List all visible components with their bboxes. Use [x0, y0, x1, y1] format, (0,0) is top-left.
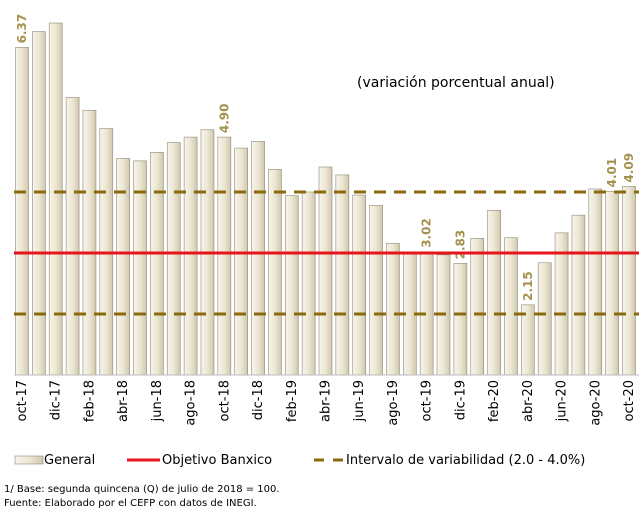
- note: 1/ Base: segunda quincena (Q) de julio d…: [4, 484, 280, 495]
- data-label: 3.02: [420, 218, 434, 248]
- x-tick-label: jun-20: [555, 380, 570, 422]
- data-label: 6.37: [15, 14, 29, 44]
- data-label: 4.90: [217, 103, 231, 133]
- x-tick-label: oct-19: [420, 380, 435, 421]
- bar: [48, 22, 63, 376]
- x-tick-label: dic-19: [453, 380, 468, 420]
- annotation: (variación porcentual anual): [357, 75, 555, 91]
- bar: [82, 109, 97, 376]
- bar: [268, 169, 282, 376]
- x-tick-label: dic-17: [49, 380, 64, 420]
- note: Fuente: Elaborado por el CEFP con datos …: [4, 498, 257, 509]
- bar: [487, 210, 501, 376]
- bar: [251, 141, 265, 376]
- bar: [352, 194, 367, 376]
- x-tick-label: oct-20: [622, 380, 637, 421]
- bar: [32, 31, 46, 376]
- bar: [234, 147, 248, 376]
- bar: [537, 262, 552, 376]
- bar: [369, 205, 383, 376]
- x-tick-label: dic-18: [251, 380, 266, 420]
- data-label: 4.09: [622, 153, 636, 183]
- x-tick-label: oct-18: [217, 380, 232, 421]
- bar: [571, 214, 586, 376]
- bar: [504, 237, 518, 376]
- bar: [217, 136, 232, 376]
- bar: [318, 166, 333, 376]
- bar: [65, 97, 80, 376]
- bar: [150, 152, 164, 376]
- bar: [166, 142, 181, 376]
- data-label: 2.15: [521, 271, 535, 301]
- x-tick-label: ago-18: [184, 380, 199, 426]
- x-tick-label: ago-20: [588, 380, 603, 426]
- bar: [622, 186, 636, 376]
- bar: [588, 188, 603, 376]
- x-tick-label: abr-19: [319, 380, 334, 422]
- x-tick-label: feb-19: [285, 380, 300, 422]
- x-tick-label: oct-17: [15, 380, 30, 421]
- x-tick-label: jun-19: [352, 380, 367, 422]
- x-tick-label: ago-19: [386, 380, 401, 426]
- bar: [15, 47, 29, 376]
- bar: [183, 136, 198, 376]
- bar: [470, 238, 485, 376]
- x-tick-label: abr-18: [116, 380, 131, 422]
- bar: [386, 242, 400, 376]
- x-tick-label: jun-18: [150, 380, 165, 422]
- bar: [605, 191, 619, 376]
- bar: [284, 195, 299, 376]
- bar: [453, 263, 468, 376]
- legend-swatch: [14, 455, 44, 465]
- legend-label: Intervalo de variabilidad (2.0 - 4.0%): [346, 453, 585, 468]
- legend-label: Objetivo Banxico: [162, 453, 272, 468]
- data-label: 2.83: [453, 230, 467, 260]
- legend-label: General: [44, 453, 95, 468]
- bar: [301, 191, 316, 376]
- data-label: 4.01: [605, 158, 619, 188]
- x-tick-label: feb-20: [487, 380, 502, 422]
- x-tick-label: feb-18: [82, 380, 97, 422]
- bar: [335, 174, 350, 376]
- x-tick-label: abr-20: [521, 380, 536, 422]
